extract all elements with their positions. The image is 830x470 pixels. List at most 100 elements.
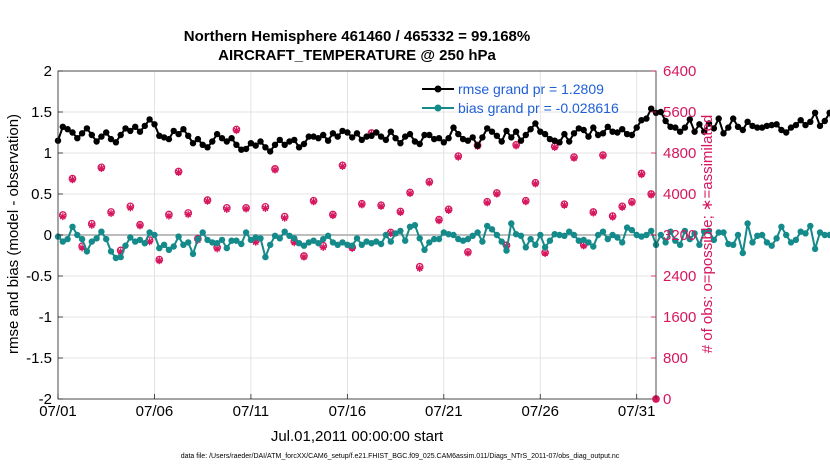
bias-point bbox=[792, 236, 800, 244]
rmse-point bbox=[575, 125, 582, 132]
rmse-point bbox=[816, 122, 824, 130]
bias-point bbox=[141, 240, 148, 247]
y-left-tick-label: -1.5 bbox=[26, 350, 52, 367]
rmse-point bbox=[522, 131, 529, 139]
bias-point bbox=[797, 228, 804, 235]
bias-point bbox=[807, 222, 814, 230]
rmse-point bbox=[151, 121, 158, 128]
obs-assimilated-marker bbox=[445, 206, 453, 214]
bias-point bbox=[69, 223, 76, 230]
rmse-point bbox=[657, 108, 664, 116]
bias-point bbox=[180, 241, 187, 248]
rmse-point bbox=[802, 121, 809, 129]
rmse-point bbox=[807, 118, 814, 126]
rmse-point bbox=[300, 140, 308, 148]
rmse-point bbox=[730, 115, 737, 122]
bias-point bbox=[643, 231, 650, 239]
obs-assimilated-marker bbox=[107, 209, 115, 218]
rmse-point bbox=[194, 135, 202, 143]
rmse-point bbox=[619, 126, 626, 133]
bias-point bbox=[662, 239, 669, 246]
rmse-point bbox=[498, 138, 505, 145]
obs-assimilated-marker bbox=[261, 204, 269, 212]
rmse-point bbox=[638, 117, 645, 124]
bias-point bbox=[469, 232, 476, 239]
bias-point bbox=[286, 232, 293, 239]
rmse-point bbox=[512, 128, 520, 135]
x-axis: 07/01 07/06 07/11 07/16 07/21 07/26 07/31 bbox=[39, 394, 655, 420]
rmse-point bbox=[132, 123, 139, 130]
rmse-point bbox=[64, 126, 71, 133]
y-left-tick-label: -0.5 bbox=[26, 268, 52, 285]
rmse-point bbox=[344, 129, 351, 136]
legend-label-rmse: rmse grand pr = 1.2809 bbox=[458, 81, 604, 97]
bias-point bbox=[88, 238, 96, 245]
rmse-point bbox=[218, 135, 226, 142]
bias-point bbox=[238, 240, 245, 248]
bias-point bbox=[455, 235, 462, 243]
bias-point bbox=[474, 229, 481, 236]
obs-assimilated-marker bbox=[252, 238, 260, 246]
bias-point bbox=[78, 235, 86, 243]
bias-point bbox=[377, 240, 385, 248]
y-left-tick-label: 0 bbox=[44, 227, 52, 244]
bias-point bbox=[590, 243, 597, 250]
rmse-point bbox=[686, 116, 693, 123]
bias-point bbox=[638, 233, 645, 240]
rmse-point bbox=[570, 130, 578, 137]
y-right-tick-label: 1600 bbox=[663, 309, 696, 326]
bias-point bbox=[464, 235, 472, 243]
bias-point bbox=[445, 231, 452, 238]
y-right-tick-label: 3200 bbox=[663, 227, 696, 244]
rmse-point bbox=[276, 136, 283, 144]
bias-point bbox=[213, 240, 221, 247]
bias-point bbox=[676, 241, 684, 248]
bias-point bbox=[132, 238, 139, 245]
rmse-point bbox=[667, 123, 674, 130]
obs-assimilated-marker bbox=[512, 142, 520, 150]
bias-point bbox=[768, 242, 775, 249]
y-right-tick-label: 5600 bbox=[663, 104, 696, 121]
obs-assimilated-marker bbox=[435, 217, 443, 225]
bias-point bbox=[691, 230, 698, 237]
rmse-point bbox=[353, 130, 361, 137]
x-tick-label: 07/31 bbox=[618, 403, 656, 420]
bias-point bbox=[532, 241, 539, 248]
bias-point bbox=[209, 239, 216, 246]
bias-point bbox=[175, 233, 182, 240]
obs-assimilated-marker bbox=[560, 201, 568, 209]
rmse-point bbox=[334, 133, 341, 140]
rmse-point bbox=[320, 131, 327, 139]
bias-point bbox=[599, 228, 607, 235]
y-axis-right: 0 800 1600 2400 3200 4000 4800 5600 6400 bbox=[651, 63, 696, 408]
series-layer bbox=[54, 105, 830, 403]
obs-assimilated-marker bbox=[628, 199, 636, 207]
bias-point bbox=[339, 239, 346, 246]
bias-point bbox=[802, 230, 809, 237]
bias-point bbox=[493, 231, 501, 239]
rmse-point bbox=[715, 115, 722, 122]
rmse-point bbox=[397, 140, 404, 147]
bias-point bbox=[623, 224, 631, 231]
rmse-point bbox=[710, 125, 718, 132]
rmse-point bbox=[662, 117, 669, 125]
bias-point bbox=[734, 231, 742, 239]
y-left-tick-label: 0.5 bbox=[31, 186, 52, 203]
rmse-point bbox=[787, 124, 795, 131]
obs-assimilated-marker bbox=[570, 154, 578, 162]
rmse-point bbox=[74, 135, 81, 142]
x-tick-label: 07/26 bbox=[521, 403, 559, 420]
obs-assimilated-marker bbox=[165, 212, 173, 220]
obs-assimilated-marker bbox=[155, 257, 163, 265]
bias-point bbox=[450, 231, 457, 239]
obs-assimilated-marker bbox=[647, 191, 655, 199]
obs-assimilated-marker bbox=[483, 199, 491, 207]
rmse-point bbox=[238, 146, 245, 153]
rmse-point bbox=[672, 124, 679, 131]
rmse-point bbox=[754, 124, 761, 131]
bias-point bbox=[604, 235, 611, 243]
bias-point bbox=[763, 239, 771, 246]
rmse-point bbox=[112, 139, 120, 146]
obs-assimilated-marker bbox=[358, 201, 366, 209]
bias-point bbox=[773, 235, 780, 242]
